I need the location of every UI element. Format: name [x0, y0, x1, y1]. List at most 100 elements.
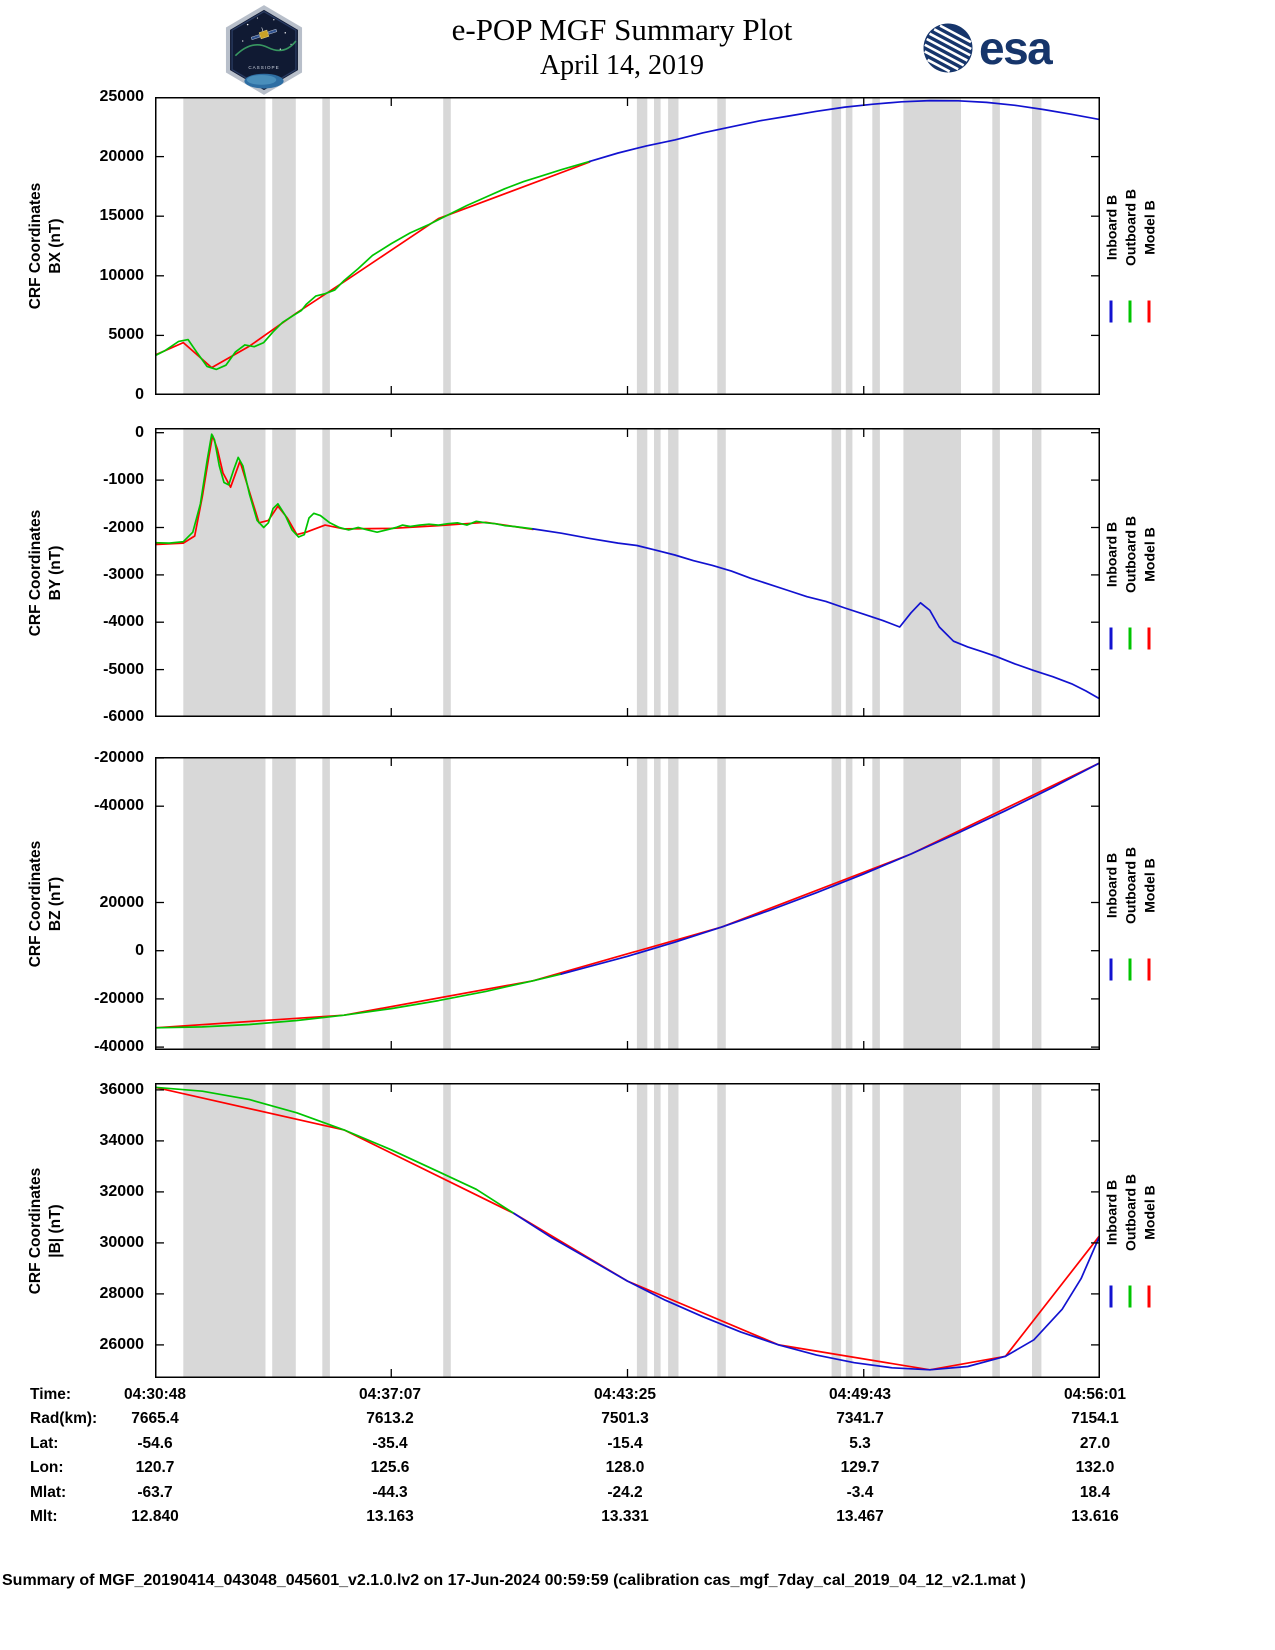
series-inboard-b — [532, 528, 1100, 700]
data-gap-band — [322, 757, 330, 1050]
legend-item-model: Model B — [1140, 827, 1159, 980]
table-cell: 04:37:07 — [358, 1386, 422, 1403]
row-label: Mlat: — [30, 1483, 67, 1501]
outboard-b-line-sample — [1128, 958, 1132, 980]
plot-area-by — [155, 428, 1100, 717]
series-model-b — [155, 761, 1100, 1029]
data-gap-band — [845, 97, 853, 395]
data-gap-band — [992, 757, 1000, 1050]
y-tick-label: 36000 — [99, 1080, 145, 1098]
y-tick-label: 20000 — [99, 893, 145, 911]
axis-label-line2: BZ (nT) — [47, 876, 64, 931]
data-gap-band — [1032, 757, 1042, 1050]
series-outboard-b — [155, 160, 591, 371]
y-tick-label: 32000 — [99, 1182, 145, 1200]
outboard-b-line-sample — [1128, 627, 1132, 649]
row-label: Time: — [30, 1386, 72, 1403]
data-gap-band — [717, 757, 726, 1050]
data-gap-band — [1032, 97, 1042, 395]
series-inboard-b — [588, 99, 1100, 163]
axis-label-line2: |B| (nT) — [47, 1203, 64, 1258]
axis-label-line2: BY (nT) — [47, 545, 64, 600]
table-row-mlat: Mlat: -63.7 -44.3 -24.2 -3.4 18.4 — [0, 1484, 1275, 1508]
table-cell: -3.4 — [846, 1483, 874, 1501]
aurora-arc — [234, 40, 297, 57]
data-gap-band — [903, 428, 961, 717]
inboard-b-line-sample — [1109, 627, 1113, 649]
data-gap-band — [443, 757, 451, 1050]
y-tick-label: 0 — [135, 423, 144, 441]
legend-label: Model B — [1141, 857, 1157, 913]
data-gap-band — [443, 428, 451, 717]
data-gap-band — [322, 428, 330, 717]
data-gap-band — [636, 1083, 648, 1378]
data-gap-band — [831, 428, 842, 717]
legend-label: Model B — [1141, 1184, 1157, 1240]
legend-item-inboard: Inboard B — [1102, 1154, 1121, 1307]
data-gap-band — [1032, 428, 1042, 717]
data-gap-band — [183, 428, 266, 717]
y-tick-label: -20000 — [94, 989, 144, 1007]
table-cell: 7154.1 — [1071, 1410, 1119, 1428]
row-label: Mlt: — [30, 1507, 58, 1525]
data-gap-band — [322, 1083, 330, 1378]
y-tick-label: 30000 — [99, 1233, 145, 1251]
series-outboard-b — [155, 973, 563, 1029]
table-cell: 125.6 — [370, 1459, 410, 1477]
inboard-b-line-sample — [1109, 958, 1113, 980]
legend-bz: Inboard B Outboard B Model B — [1102, 827, 1159, 980]
plot-area-bx — [155, 97, 1100, 395]
panel-by: CRF Coordinates BY (nT) 0 -1000 -2000 -3000… — [0, 424, 1275, 725]
table-cell: 128.0 — [605, 1459, 645, 1477]
y-tick-label: 5000 — [108, 326, 144, 344]
y-tick-label: 28000 — [99, 1284, 145, 1302]
legend-label: Inboard B — [1103, 1179, 1119, 1245]
data-gap-band — [322, 97, 330, 395]
title-date: April 14, 2019 — [539, 49, 705, 81]
data-gap-band — [668, 757, 679, 1050]
table-cell: -63.7 — [137, 1483, 173, 1501]
panel-bz: CRF Coordinates BZ (nT) -20000 -40000 2000… — [0, 749, 1275, 1055]
legend-label: Model B — [1141, 526, 1157, 582]
data-gap-band — [272, 428, 296, 717]
data-gap-band — [443, 1083, 451, 1378]
legend-bmag: Inboard B Outboard B Model B — [1102, 1154, 1159, 1307]
legend-item-model: Model B — [1140, 170, 1159, 323]
data-gap-band — [654, 428, 661, 717]
model-b-line-sample — [1147, 300, 1151, 323]
panel-bmag: CRF Coordinates |B| (nT) 36000 34000 32000… — [0, 1080, 1275, 1378]
data-gap-band — [636, 97, 648, 395]
table-cell: -35.4 — [372, 1434, 408, 1452]
axis-label-line1: CRF Coordinates — [26, 509, 44, 636]
legend-item-outboard: Outboard B — [1121, 496, 1140, 649]
y-tick-label: -1000 — [103, 471, 144, 489]
data-gap-band — [903, 757, 961, 1050]
data-gap-band — [903, 1083, 961, 1378]
stars — [242, 17, 292, 50]
data-gap-band — [654, 757, 661, 1050]
table-cell: 18.4 — [1079, 1483, 1111, 1501]
y-tick-label: 0 — [135, 941, 144, 959]
legend-item-model: Model B — [1140, 496, 1159, 649]
y-tick-labels-by: 0 -1000 -2000 -3000 -4000 -5000 -6000 — [78, 424, 148, 725]
y-tick-label: 10000 — [99, 266, 145, 284]
row-label: Rad(km): — [30, 1410, 98, 1428]
data-gap-band — [845, 1083, 853, 1378]
model-b-line-sample — [1147, 627, 1151, 649]
y-tick-label: -4000 — [103, 613, 144, 631]
data-gap-band — [717, 97, 726, 395]
y-tick-label: -40000 — [94, 797, 144, 815]
table-cell: 120.7 — [135, 1459, 175, 1477]
y-axis-label-bz: CRF Coordinates BZ (nT) — [26, 840, 66, 967]
patch-text: CASSIOPE — [248, 65, 279, 70]
data-gap-band — [872, 1083, 880, 1378]
table-cell: 04:49:43 — [828, 1386, 892, 1403]
y-axis-label-bx: CRF Coordinates BX (nT) — [26, 183, 66, 310]
data-gap-band — [272, 1083, 296, 1378]
data-gap-band — [183, 1083, 266, 1378]
data-gap-band — [272, 97, 296, 395]
table-cell: 13.163 — [366, 1507, 414, 1525]
series-outboard-b — [155, 433, 534, 544]
outboard-b-line-sample — [1128, 300, 1132, 323]
earth-highlight — [246, 74, 277, 85]
